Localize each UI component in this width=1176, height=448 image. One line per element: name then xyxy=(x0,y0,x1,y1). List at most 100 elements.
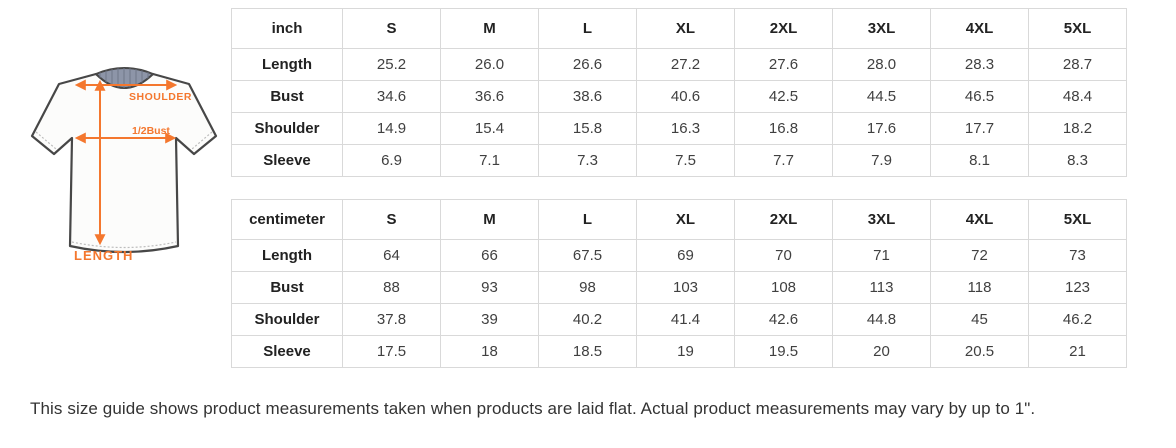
left-cuff-stitch xyxy=(35,131,57,150)
measurement-value: 113 xyxy=(832,271,931,304)
measurement-value: 71 xyxy=(832,239,931,272)
measurement-row-shoulder: Shoulder 14.9 15.4 15.8 16.3 16.8 17.6 17.7 18.2 xyxy=(231,112,1127,145)
measurement-value: 7.1 xyxy=(440,144,539,177)
measurement-value: 88 xyxy=(342,271,441,304)
measurement-value: 41.4 xyxy=(636,303,735,336)
bust-label: 1/2Bust xyxy=(132,125,170,137)
measurement-value: 66 xyxy=(440,239,539,272)
size-header-xl: XL xyxy=(636,8,735,49)
size-header-4xl: 4XL xyxy=(930,8,1029,49)
measurement-label: Length xyxy=(231,48,343,81)
size-header-4xl: 4XL xyxy=(930,199,1029,240)
measurement-label: Sleeve xyxy=(231,144,343,177)
tshirt-diagram: SHOULDER 1/2Bust LENGTH xyxy=(30,67,218,263)
measurement-value: 48.4 xyxy=(1028,80,1127,113)
measurement-value: 26.0 xyxy=(440,48,539,81)
measurement-value: 38.6 xyxy=(538,80,637,113)
measurement-value: 42.6 xyxy=(734,303,833,336)
measurement-value: 16.8 xyxy=(734,112,833,145)
measurement-value: 34.6 xyxy=(342,80,441,113)
measurement-value: 27.2 xyxy=(636,48,735,81)
size-header-row: centimeter S M L XL 2XL 3XL 4XL 5XL xyxy=(231,199,1127,240)
measurement-label: Shoulder xyxy=(231,303,343,336)
measurement-value: 93 xyxy=(440,271,539,304)
measurement-value: 17.5 xyxy=(342,335,441,368)
measurement-value: 16.3 xyxy=(636,112,735,145)
measurement-value: 46.5 xyxy=(930,80,1029,113)
measurement-value: 18.2 xyxy=(1028,112,1127,145)
measurement-label: Length xyxy=(231,239,343,272)
measurement-value: 64 xyxy=(342,239,441,272)
unit-header-centimeter: centimeter xyxy=(231,199,343,240)
measurement-value: 40.6 xyxy=(636,80,735,113)
measurement-value: 46.2 xyxy=(1028,303,1127,336)
size-guide-note: This size guide shows product measuremen… xyxy=(30,399,1036,418)
measurement-value: 73 xyxy=(1028,239,1127,272)
size-header-s: S xyxy=(342,199,441,240)
measurement-value: 19.5 xyxy=(734,335,833,368)
measurement-value: 72 xyxy=(930,239,1029,272)
measurement-value: 17.6 xyxy=(832,112,931,145)
measurement-value: 7.9 xyxy=(832,144,931,177)
measurement-value: 103 xyxy=(636,271,735,304)
size-table-centimeter: centimeter S M L XL 2XL 3XL 4XL 5XL Length 64 66 67.… xyxy=(231,199,1127,368)
measurement-value: 37.8 xyxy=(342,303,441,336)
measurement-value: 20.5 xyxy=(930,335,1029,368)
measurement-value: 42.5 xyxy=(734,80,833,113)
measurement-value: 98 xyxy=(538,271,637,304)
measurement-value: 17.7 xyxy=(930,112,1029,145)
measurement-value: 44.8 xyxy=(832,303,931,336)
size-tables: inch S M L XL 2XL 3XL 4XL 5XL Length 25.2 26.0 26.6 2… xyxy=(231,8,1127,368)
size-header-l: L xyxy=(538,199,637,240)
measurement-value: 44.5 xyxy=(832,80,931,113)
measurement-value: 19 xyxy=(636,335,735,368)
size-header-2xl: 2XL xyxy=(734,8,833,49)
measurement-value: 70 xyxy=(734,239,833,272)
measurement-row-length: Length 64 66 67.5 69 70 71 72 73 xyxy=(231,239,1127,272)
size-header-s: S xyxy=(342,8,441,49)
measurement-value: 36.6 xyxy=(440,80,539,113)
measurement-value: 21 xyxy=(1028,335,1127,368)
measurement-row-sleeve: Sleeve 6.9 7.1 7.3 7.5 7.7 7.9 8.1 8.3 xyxy=(231,144,1127,177)
size-header-m: M xyxy=(440,199,539,240)
measurement-value: 7.5 xyxy=(636,144,735,177)
measurement-value: 45 xyxy=(930,303,1029,336)
measurement-value: 118 xyxy=(930,271,1029,304)
size-header-3xl: 3XL xyxy=(832,8,931,49)
size-header-m: M xyxy=(440,8,539,49)
right-cuff-stitch xyxy=(191,131,213,150)
size-header-5xl: 5XL xyxy=(1028,8,1127,49)
size-header-xl: XL xyxy=(636,199,735,240)
measurement-label: Bust xyxy=(231,271,343,304)
measurement-value: 25.2 xyxy=(342,48,441,81)
measurement-value: 123 xyxy=(1028,271,1127,304)
measurement-value: 28.7 xyxy=(1028,48,1127,81)
measurement-value: 8.3 xyxy=(1028,144,1127,177)
measurement-value: 26.6 xyxy=(538,48,637,81)
measurement-value: 7.3 xyxy=(538,144,637,177)
measurement-value: 8.1 xyxy=(930,144,1029,177)
measurement-row-sleeve: Sleeve 17.5 18 18.5 19 19.5 20 20.5 21 xyxy=(231,335,1127,368)
measurement-value: 27.6 xyxy=(734,48,833,81)
measurement-value: 39 xyxy=(440,303,539,336)
shoulder-label: SHOULDER xyxy=(129,91,192,103)
tshirt-illustration: SHOULDER 1/2Bust LENGTH xyxy=(28,66,224,272)
measurement-row-length: Length 25.2 26.0 26.6 27.2 27.6 28.0 28.3 28.7 xyxy=(231,48,1127,81)
measurement-label: Shoulder xyxy=(231,112,343,145)
measurement-value: 20 xyxy=(832,335,931,368)
measurement-value: 69 xyxy=(636,239,735,272)
measurement-row-bust: Bust 88 93 98 103 108 113 118 123 xyxy=(231,271,1127,304)
length-label: LENGTH xyxy=(74,248,133,263)
measurement-label: Sleeve xyxy=(231,335,343,368)
unit-header-inch: inch xyxy=(231,8,343,49)
size-header-3xl: 3XL xyxy=(832,199,931,240)
measurement-value: 18.5 xyxy=(538,335,637,368)
measurement-row-bust: Bust 34.6 36.6 38.6 40.6 42.5 44.5 46.5 48.4 xyxy=(231,80,1127,113)
size-table-centimeter-container: centimeter S M L XL 2XL 3XL 4XL 5XL Length 64 66 67.… xyxy=(231,199,1127,368)
measurement-value: 28.3 xyxy=(930,48,1029,81)
size-table-inch-container: inch S M L XL 2XL 3XL 4XL 5XL Length 25.2 26.0 26.6 2… xyxy=(231,8,1127,177)
measurement-value: 108 xyxy=(734,271,833,304)
measurement-value: 18 xyxy=(440,335,539,368)
measurement-row-shoulder: Shoulder 37.8 39 40.2 41.4 42.6 44.8 45 46.2 xyxy=(231,303,1127,336)
size-header-5xl: 5XL xyxy=(1028,199,1127,240)
